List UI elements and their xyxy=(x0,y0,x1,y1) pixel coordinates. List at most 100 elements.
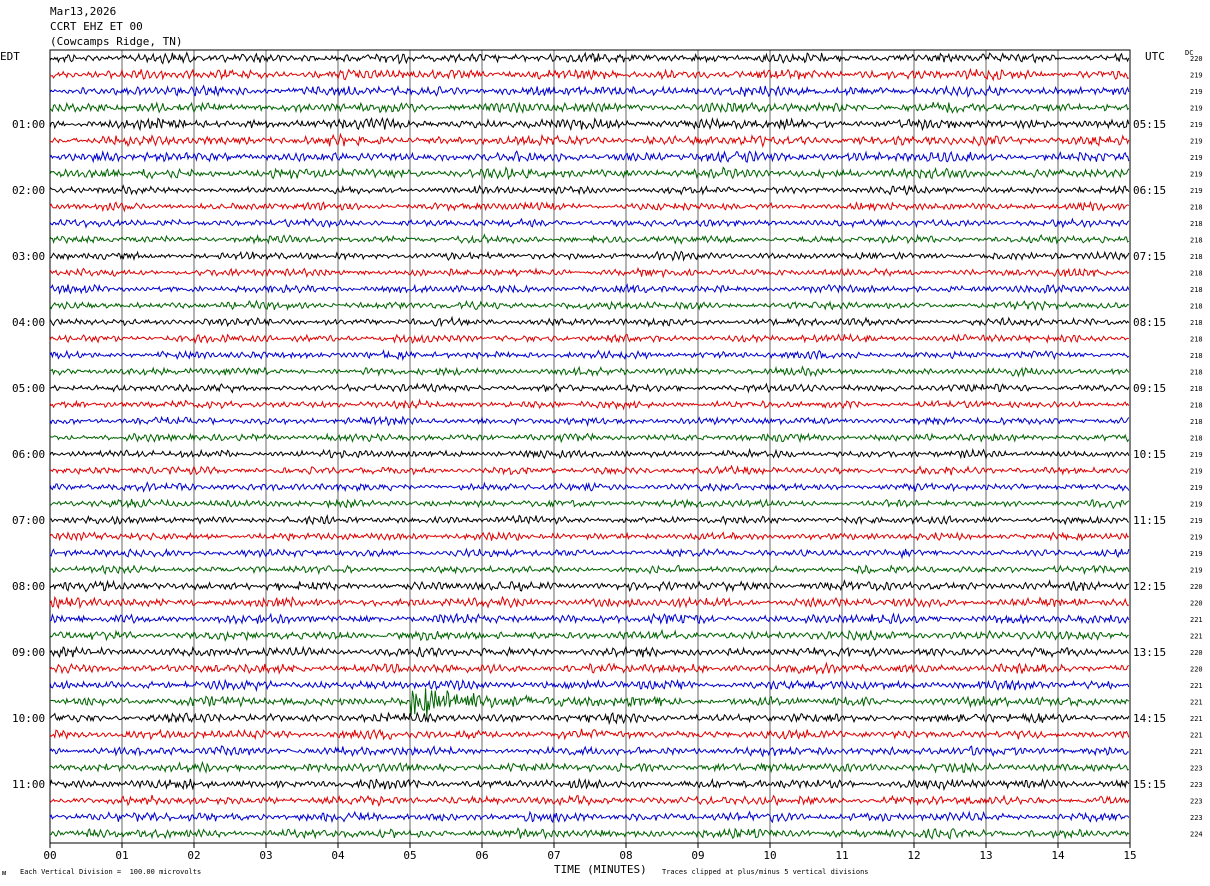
x-tick-label: 12 xyxy=(907,849,920,862)
dc-offset-label: 219 xyxy=(1190,154,1203,162)
trace-line xyxy=(49,200,1130,213)
x-axis-title: TIME (MINUTES) xyxy=(554,863,647,876)
x-tick-label: 08 xyxy=(619,849,632,862)
trace-line xyxy=(49,514,1130,526)
x-tick-label: 03 xyxy=(259,849,272,862)
trace-line xyxy=(49,101,1130,115)
dc-offset-label: 220 xyxy=(1190,666,1203,674)
dc-offset-label: 218 xyxy=(1190,303,1203,311)
right-hour-label: 15:15 xyxy=(1133,778,1166,791)
dc-offset-label: 219 xyxy=(1190,550,1203,558)
dc-offset-label: 223 xyxy=(1190,798,1203,806)
left-hour-label: 11:00 xyxy=(12,778,45,791)
trace-line xyxy=(49,250,1130,262)
trace-line xyxy=(49,481,1130,493)
dc-offset-label: 220 xyxy=(1190,583,1203,591)
x-tick-label: 11 xyxy=(835,849,848,862)
dc-offset-label: 219 xyxy=(1190,468,1203,476)
trace-line xyxy=(49,349,1130,362)
trace-line xyxy=(49,579,1130,593)
trace-line xyxy=(50,711,1130,726)
axis-labels: 00 01 02 03 04 05 06 07 08 09 10 11 12 13 14 15 220 219 21… xyxy=(12,55,1203,862)
trace-line xyxy=(49,628,1129,642)
dc-label: DC xyxy=(1185,49,1194,57)
trace-line xyxy=(49,464,1130,476)
dc-offset-label: 223 xyxy=(1190,765,1203,773)
dc-offset-label: 219 xyxy=(1190,451,1203,459)
dc-offset-label: 221 xyxy=(1190,748,1203,756)
dc-offset-label: 218 xyxy=(1190,286,1203,294)
dc-offset-label: 218 xyxy=(1190,319,1203,327)
trace-line xyxy=(49,365,1130,378)
dc-offset-label: 221 xyxy=(1190,715,1203,723)
trace-line xyxy=(49,612,1130,626)
trace-line xyxy=(49,432,1130,444)
dc-offset-label: 219 xyxy=(1190,567,1203,575)
dc-offset-label: 220 xyxy=(1190,55,1203,63)
x-tick-label: 10 xyxy=(763,849,776,862)
dc-offset-label: 218 xyxy=(1190,385,1203,393)
dc-offset-label: 221 xyxy=(1190,633,1203,641)
dc-offset-label: 220 xyxy=(1190,600,1203,608)
x-tick-label: 02 xyxy=(187,849,200,862)
trace-line xyxy=(49,810,1130,824)
dc-offset-label: 219 xyxy=(1190,484,1203,492)
dc-offset-label: 223 xyxy=(1190,781,1203,789)
trace-line xyxy=(50,382,1130,394)
x-tick-label: 09 xyxy=(691,849,704,862)
right-hour-label: 14:15 xyxy=(1133,712,1166,725)
dc-offset-label: 221 xyxy=(1190,732,1203,740)
plot-frame xyxy=(49,49,1131,844)
left-hour-label: 08:00 xyxy=(12,580,45,593)
trace-line xyxy=(49,498,1130,510)
trace-line xyxy=(49,794,1130,807)
dc-offset-label: 221 xyxy=(1190,616,1203,624)
x-tick-label: 07 xyxy=(547,849,560,862)
trace-line xyxy=(49,415,1130,428)
x-tick-label: 05 xyxy=(403,849,416,862)
trace-line xyxy=(49,116,1130,132)
trace-line xyxy=(49,760,1129,774)
dc-offset-label: 219 xyxy=(1190,171,1203,179)
right-hour-label: 07:15 xyxy=(1133,250,1166,263)
right-hour-label: 09:15 xyxy=(1133,382,1166,395)
trace-line xyxy=(49,531,1130,542)
right-hour-label: 11:15 xyxy=(1133,514,1166,527)
dc-offset-label: 219 xyxy=(1190,187,1203,195)
trace-line xyxy=(49,447,1130,460)
division-note: Each Vertical Division = 100.00 microvol… xyxy=(20,868,202,876)
dc-offset-label: 218 xyxy=(1190,435,1203,443)
x-tick-label: 01 xyxy=(115,849,128,862)
dc-offset-label: 219 xyxy=(1190,534,1203,542)
dc-offset-label: 219 xyxy=(1190,88,1203,96)
dc-offset-label: 218 xyxy=(1190,336,1203,344)
trace-line xyxy=(49,315,1130,328)
trace-line xyxy=(49,84,1130,98)
trace-line xyxy=(49,132,1130,148)
x-tick-label: 06 xyxy=(475,849,488,862)
x-tick-label: 14 xyxy=(1051,849,1065,862)
clip-note: Traces clipped at plus/minus 5 vertical … xyxy=(662,868,869,876)
dc-offset-label: 219 xyxy=(1190,517,1203,525)
dc-offset-label: 218 xyxy=(1190,402,1203,410)
trace-line xyxy=(49,266,1130,279)
trace-line xyxy=(49,299,1130,312)
header-location: (Cowcamps Ridge, TN) xyxy=(50,35,183,48)
left-hour-label: 07:00 xyxy=(12,514,45,527)
left-hour-label: 02:00 xyxy=(12,184,45,197)
trace-line xyxy=(49,150,1130,164)
header-station: CCRT EHZ ET 00 xyxy=(50,20,143,33)
trace-line xyxy=(49,332,1129,345)
left-hour-label: 01:00 xyxy=(12,118,45,131)
dc-offset-label: 221 xyxy=(1190,682,1203,690)
trace-group xyxy=(49,51,1130,840)
dc-offset-label: 218 xyxy=(1190,220,1203,228)
x-tick-label: 00 xyxy=(43,849,56,862)
right-hour-label: 06:15 xyxy=(1133,184,1166,197)
trace-line xyxy=(49,547,1130,560)
x-tick-label: 13 xyxy=(979,849,992,862)
dc-offset-label: 218 xyxy=(1190,418,1203,426)
dc-offset-label: 219 xyxy=(1190,501,1203,509)
left-hour-label: 10:00 xyxy=(12,712,45,725)
